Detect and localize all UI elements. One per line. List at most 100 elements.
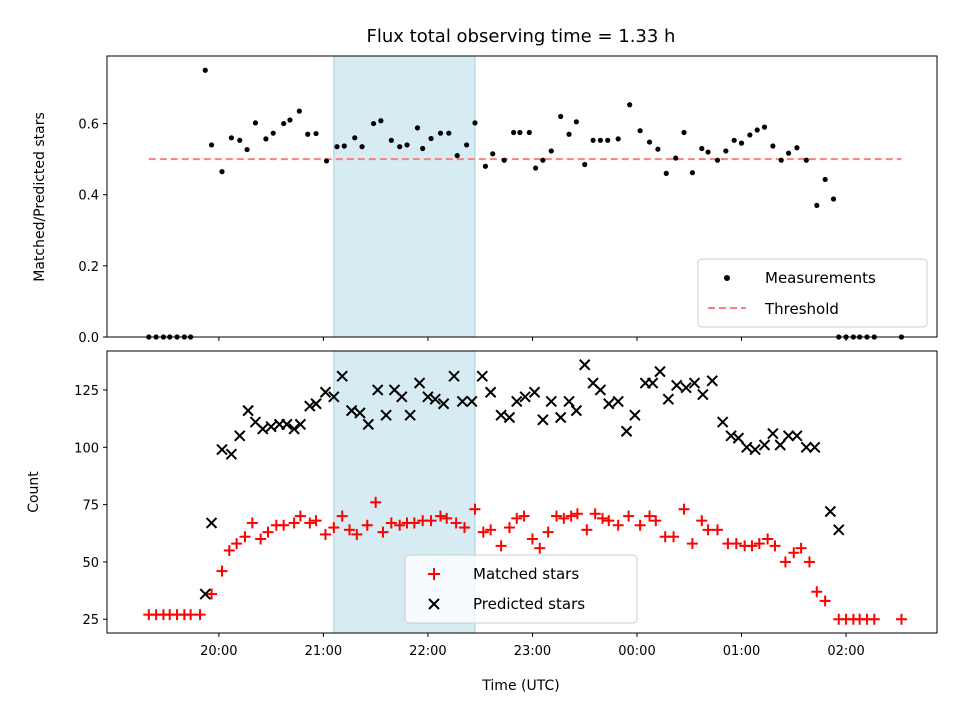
data-point bbox=[351, 528, 363, 540]
count-legend: Matched stars Predicted stars bbox=[404, 554, 638, 624]
data-point bbox=[526, 533, 538, 545]
data-point bbox=[288, 423, 300, 435]
data-point bbox=[534, 542, 546, 554]
data-point bbox=[385, 517, 397, 529]
data-point bbox=[294, 418, 307, 431]
x-tick-label: 00:00 bbox=[618, 644, 655, 659]
x-tick-label: 23:00 bbox=[514, 644, 551, 659]
data-point bbox=[702, 524, 714, 536]
ratio-legend: Measurements Threshold bbox=[697, 258, 928, 328]
x-tick-label: 20:00 bbox=[200, 644, 237, 659]
data-point bbox=[313, 130, 319, 137]
data-point bbox=[394, 519, 406, 531]
data-point bbox=[532, 165, 539, 171]
data-point bbox=[281, 418, 293, 431]
data-point bbox=[503, 522, 515, 534]
data-point bbox=[361, 519, 373, 531]
data-point bbox=[482, 163, 489, 169]
data-point bbox=[490, 151, 496, 157]
data-point bbox=[774, 439, 786, 451]
x-tick-label: 01:00 bbox=[723, 644, 760, 659]
data-point bbox=[730, 538, 742, 550]
measurements-legend-marker bbox=[724, 275, 730, 281]
data-point bbox=[328, 522, 340, 534]
data-point bbox=[615, 136, 621, 142]
count-points bbox=[143, 359, 907, 625]
data-point bbox=[788, 547, 800, 559]
data-point bbox=[803, 556, 815, 568]
count-y-axis-label: Count bbox=[26, 471, 42, 513]
data-point bbox=[697, 388, 709, 401]
data-point bbox=[571, 508, 583, 520]
data-point bbox=[833, 524, 845, 536]
count-panel-frame bbox=[106, 350, 938, 634]
data-point bbox=[319, 528, 331, 540]
y-tick-label: 75 bbox=[82, 499, 99, 514]
data-point bbox=[428, 135, 434, 142]
data-point bbox=[558, 512, 570, 524]
data-point bbox=[830, 196, 837, 202]
data-point bbox=[637, 128, 643, 134]
data-point bbox=[287, 117, 293, 123]
data-point bbox=[725, 430, 737, 442]
y-tick-label: 25 bbox=[82, 613, 99, 628]
data-point bbox=[437, 398, 450, 410]
ratio-legend-box bbox=[697, 258, 928, 328]
data-point bbox=[255, 533, 267, 545]
data-point bbox=[344, 524, 356, 536]
data-point bbox=[239, 531, 251, 543]
data-point bbox=[594, 384, 607, 396]
data-point bbox=[414, 125, 421, 131]
data-point bbox=[304, 517, 316, 529]
data-point bbox=[270, 130, 276, 136]
data-point bbox=[477, 526, 489, 538]
data-point bbox=[811, 586, 823, 598]
data-point bbox=[296, 108, 302, 114]
data-point bbox=[336, 510, 348, 522]
data-point bbox=[673, 155, 679, 161]
data-point bbox=[511, 512, 523, 524]
ratio-y-axis-label: Matched/Predicted stars bbox=[32, 112, 48, 282]
data-point bbox=[434, 510, 446, 522]
data-point bbox=[785, 150, 792, 156]
data-point bbox=[319, 386, 332, 398]
data-point bbox=[422, 391, 434, 403]
data-point bbox=[288, 517, 300, 529]
data-point bbox=[603, 398, 615, 410]
data-point bbox=[345, 404, 358, 417]
data-point bbox=[566, 131, 572, 137]
predicted-legend-marker bbox=[428, 598, 440, 610]
data-point bbox=[205, 517, 218, 529]
data-point bbox=[456, 395, 469, 408]
data-point bbox=[310, 398, 322, 410]
data-point bbox=[495, 540, 507, 552]
data-point bbox=[868, 613, 880, 625]
ratio-x-ticks bbox=[218, 337, 847, 341]
data-point bbox=[714, 157, 721, 163]
data-point bbox=[596, 512, 608, 524]
data-point bbox=[359, 144, 365, 150]
data-point bbox=[328, 391, 340, 403]
ratio-panel: 0.0 0.2 0.4 0.6 Matched/Predicted stars Mea… bbox=[32, 55, 938, 346]
data-point bbox=[540, 157, 546, 163]
data-point bbox=[388, 137, 394, 143]
data-point bbox=[565, 510, 577, 522]
x-tick-label: 22:00 bbox=[409, 644, 446, 659]
data-point bbox=[782, 430, 795, 442]
data-point bbox=[380, 409, 392, 421]
data-point bbox=[378, 118, 384, 124]
data-point bbox=[304, 400, 316, 412]
data-point bbox=[644, 510, 656, 522]
data-point bbox=[612, 519, 624, 531]
data-point bbox=[223, 544, 235, 556]
data-point bbox=[573, 119, 579, 125]
y-tick-label: 125 bbox=[74, 384, 99, 399]
data-point bbox=[723, 148, 729, 154]
data-point bbox=[689, 170, 695, 176]
y-tick-label: 100 bbox=[74, 441, 99, 456]
data-point bbox=[769, 540, 781, 552]
observing-span bbox=[333, 55, 476, 338]
data-point bbox=[747, 132, 753, 138]
data-point bbox=[597, 137, 604, 143]
